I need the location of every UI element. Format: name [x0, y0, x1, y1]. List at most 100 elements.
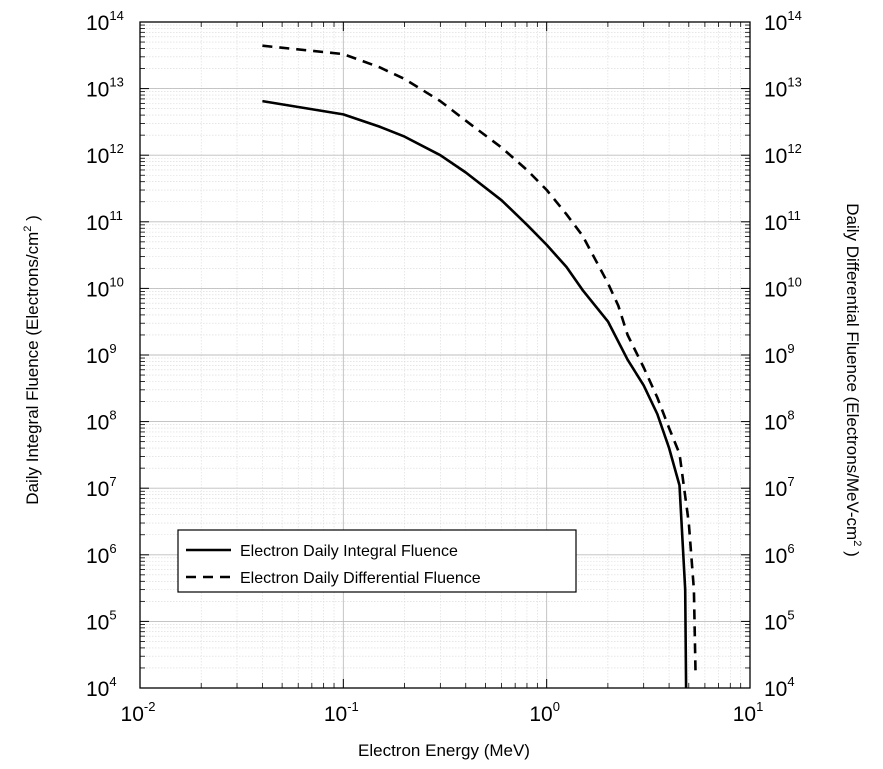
y-tick-label-right: 107	[764, 474, 795, 501]
y-tick-label-right-exp: 7	[787, 474, 794, 489]
series-layer	[262, 44, 697, 689]
x-tick-label-base: 10	[529, 703, 552, 726]
series-line-integral	[262, 99, 688, 689]
y-axis-title-left-end: )	[23, 215, 42, 225]
y-tick-label-left-base: 10	[86, 345, 109, 368]
x-tick-label-base: 10	[324, 703, 347, 726]
y-tick-label-right-base: 10	[764, 345, 787, 368]
y-tick-label-left-base: 10	[86, 478, 109, 501]
plot-frame	[139, 21, 751, 689]
legend-label-differential: Electron Daily Differential Fluence	[240, 570, 481, 587]
legend-box	[177, 529, 577, 593]
legend: Electron Daily Integral Fluence Electron…	[177, 529, 577, 593]
y-tick-label-left: 1014	[86, 8, 124, 35]
y-tick-label-left-base: 10	[86, 278, 109, 301]
x-tick-label-base: 10	[121, 703, 144, 726]
y-tick-label-right: 104	[764, 674, 795, 701]
y-tick-label-right: 108	[764, 408, 795, 435]
y-tick-label-right-base: 10	[764, 611, 787, 634]
y-tick-label-left-base: 10	[86, 412, 109, 435]
y-tick-label-left-exp: 4	[109, 674, 116, 689]
y-tick-label-left: 1010	[86, 274, 124, 301]
y-tick-label-right: 1014	[764, 8, 802, 35]
y-axis-title-right: Daily Differential Fluence (Electrons/Me…	[843, 203, 863, 557]
x-tick-label-exp: 1	[756, 699, 763, 714]
y-tick-label-right: 1013	[764, 75, 802, 102]
y-tick-label-left: 107	[86, 474, 117, 501]
y-tick-label-left-base: 10	[86, 545, 109, 568]
y-tick-label-right-base: 10	[764, 12, 787, 35]
x-tick-label: 100	[529, 699, 560, 726]
y-tick-label-right-exp: 12	[787, 141, 801, 156]
y-tick-label-right-base: 10	[764, 412, 787, 435]
y-tick-label-right-exp: 5	[787, 607, 794, 622]
y-tick-label-left-base: 10	[86, 678, 109, 701]
legend-label-integral: Electron Daily Integral Fluence	[240, 543, 458, 560]
y-tick-label-left: 1012	[86, 141, 124, 168]
y-tick-label-left: 109	[86, 341, 117, 368]
x-tick-label-exp: -1	[347, 699, 359, 714]
y-tick-label-left-exp: 8	[109, 408, 116, 423]
y-tick-label-left-exp: 14	[109, 8, 123, 23]
y-tick-label-right-base: 10	[764, 545, 787, 568]
y-tick-label-left-exp: 11	[109, 208, 123, 223]
y-tick-label-left-exp: 10	[109, 274, 123, 289]
y-tick-label-right-base: 10	[764, 79, 787, 102]
y-tick-label-right-base: 10	[764, 678, 787, 701]
y-tick-label-left: 105	[86, 607, 117, 634]
y-tick-label-right-base: 10	[764, 278, 787, 301]
x-tick-label-base: 10	[733, 703, 756, 726]
y-tick-label-left: 1011	[86, 208, 123, 235]
y-tick-label-right-exp: 11	[787, 208, 801, 223]
y-tick-label-right: 105	[764, 607, 795, 634]
y-tick-label-left-base: 10	[86, 611, 109, 634]
y-tick-label-left-exp: 9	[109, 341, 116, 356]
y-tick-label-right-exp: 9	[787, 341, 794, 356]
y-tick-label-right: 1011	[764, 208, 801, 235]
y-tick-label-left-exp: 6	[109, 541, 116, 556]
x-tick-label: 101	[733, 699, 764, 726]
x-tick-label: 10-1	[324, 699, 359, 726]
y-tick-label-left-base: 10	[86, 12, 109, 35]
y-axis-title-right-sup: 2	[851, 540, 863, 546]
y-axis-title-left: Daily Integral Fluence (Electrons/cm2 )	[22, 215, 42, 505]
series-line-differential	[262, 44, 697, 677]
y-tick-label-right-exp: 13	[787, 75, 801, 90]
y-axis-title-right-end: )	[843, 546, 862, 556]
y-axis-title-left-sup: 2	[22, 226, 34, 232]
x-tick-label-exp: -2	[144, 699, 156, 714]
y-tick-label-right-exp: 14	[787, 8, 801, 23]
x-tick-label-exp: 0	[553, 699, 560, 714]
y-tick-label-left-exp: 5	[109, 607, 116, 622]
y-tick-label-left: 1013	[86, 75, 124, 102]
y-tick-label-left-base: 10	[86, 145, 109, 168]
y-tick-label-right: 1012	[764, 141, 802, 168]
y-tick-label-right-exp: 6	[787, 541, 794, 556]
y-tick-label-right-exp: 4	[787, 674, 794, 689]
y-tick-label-right: 106	[764, 541, 795, 568]
y-tick-label-left-exp: 12	[109, 141, 123, 156]
y-tick-label-left: 104	[86, 674, 117, 701]
y-tick-label-left-exp: 7	[109, 474, 116, 489]
y-tick-label-right-exp: 10	[787, 274, 801, 289]
x-tick-label: 10-2	[121, 699, 156, 726]
y-tick-label-right-exp: 8	[787, 408, 794, 423]
grid	[140, 22, 750, 688]
axis-ticks	[139, 22, 750, 689]
y-tick-label-left: 108	[86, 408, 117, 435]
y-tick-label-left: 106	[86, 541, 117, 568]
y-tick-label-left-base: 10	[86, 79, 109, 102]
y-axis-title-right-text: Daily Differential Fluence (Electrons/Me…	[843, 203, 862, 540]
y-axis-title-left-text: Daily Integral Fluence (Electrons/cm	[23, 232, 42, 505]
y-tick-label-right-base: 10	[764, 212, 787, 235]
y-tick-label-left-base: 10	[86, 212, 109, 235]
y-tick-label-right: 109	[764, 341, 795, 368]
y-tick-label-right: 1010	[764, 274, 802, 301]
y-tick-label-right-base: 10	[764, 478, 787, 501]
y-tick-label-left-exp: 13	[109, 75, 123, 90]
x-axis-title: Electron Energy (MeV)	[358, 741, 530, 760]
y-tick-label-right-base: 10	[764, 145, 787, 168]
